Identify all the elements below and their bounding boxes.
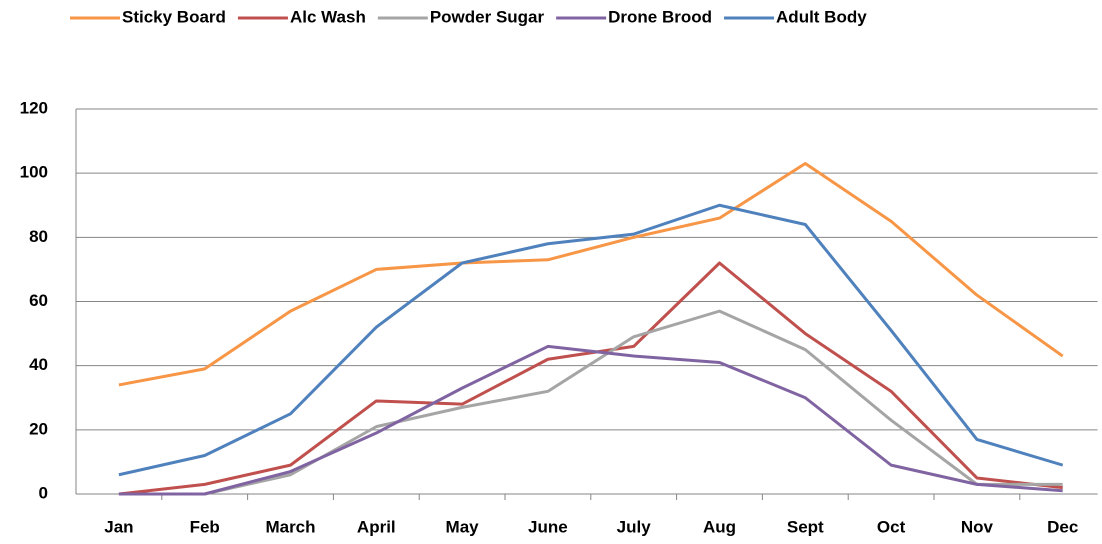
legend-label: Sticky Board <box>122 7 226 26</box>
series-line <box>118 162 1064 387</box>
series-line <box>118 203 1064 477</box>
y-tick-label: 0 <box>39 483 48 502</box>
x-tick-label: Jan <box>104 517 133 536</box>
x-tick-label: Feb <box>190 517 220 536</box>
x-tick-label: Aug <box>703 517 736 536</box>
y-tick-label: 20 <box>29 419 48 438</box>
legend-label: Drone Brood <box>608 7 712 26</box>
x-tick-label: July <box>617 517 652 536</box>
series-line <box>118 309 1063 496</box>
x-tick-label: May <box>446 517 480 536</box>
legend-label: Adult Body <box>776 7 867 26</box>
x-tick-label: April <box>357 517 396 536</box>
legend-label: Powder Sugar <box>430 7 545 26</box>
y-tick-label: 40 <box>29 355 48 374</box>
series-line <box>118 261 1063 496</box>
x-tick-label: Dec <box>1047 517 1078 536</box>
y-tick-label: 60 <box>29 291 48 310</box>
legend-label: Alc Wash <box>290 7 366 26</box>
y-tick-label: 100 <box>20 163 48 182</box>
x-tick-label: March <box>265 517 315 536</box>
series-line <box>118 344 1063 496</box>
x-tick-label: Sept <box>787 517 824 536</box>
x-tick-label: Oct <box>877 517 906 536</box>
y-tick-label: 120 <box>20 98 48 117</box>
x-tick-label: June <box>528 517 568 536</box>
y-tick-label: 80 <box>29 227 48 246</box>
x-tick-label: Nov <box>961 517 994 536</box>
